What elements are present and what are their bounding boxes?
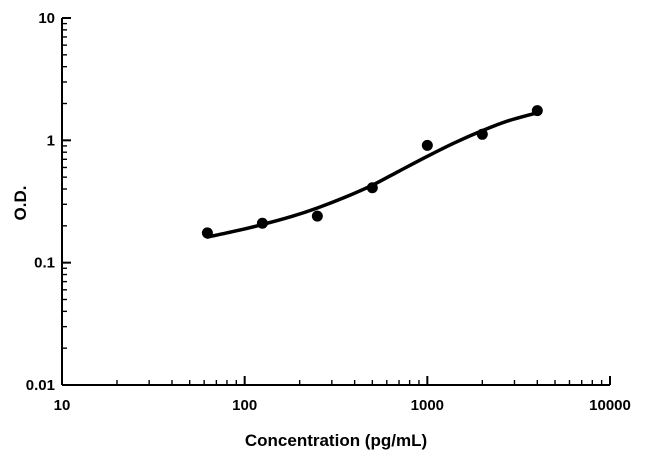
data-point xyxy=(531,105,543,117)
x-axis-ticks xyxy=(61,376,611,385)
y-tick-label: 1 xyxy=(47,132,55,149)
y-axis-title: O.D. xyxy=(11,186,30,221)
x-tick-label: 10 xyxy=(54,397,71,414)
x-tick-label: 10000 xyxy=(589,397,631,414)
x-axis-title: Concentration (pg/mL) xyxy=(245,431,427,450)
plot-frame xyxy=(61,18,610,386)
y-tick-label: 0.01 xyxy=(26,377,55,394)
y-tick-label: 0.1 xyxy=(34,255,55,272)
x-tick-label: 1000 xyxy=(411,397,444,414)
x-axis-tick-labels: 10 100 1000 10000 xyxy=(54,397,631,414)
data-point xyxy=(256,217,268,229)
y-axis-tick-labels: 0.01 0.1 1 10 xyxy=(26,10,55,394)
y-tick-label: 10 xyxy=(38,10,55,27)
data-point xyxy=(201,227,213,239)
x-tick-label: 100 xyxy=(232,397,257,414)
data-points xyxy=(201,105,543,239)
data-point xyxy=(476,128,488,140)
y-axis-ticks xyxy=(62,17,71,386)
data-point xyxy=(366,182,378,194)
data-point xyxy=(311,210,323,222)
fit-curve xyxy=(205,111,540,239)
data-point xyxy=(421,139,433,151)
